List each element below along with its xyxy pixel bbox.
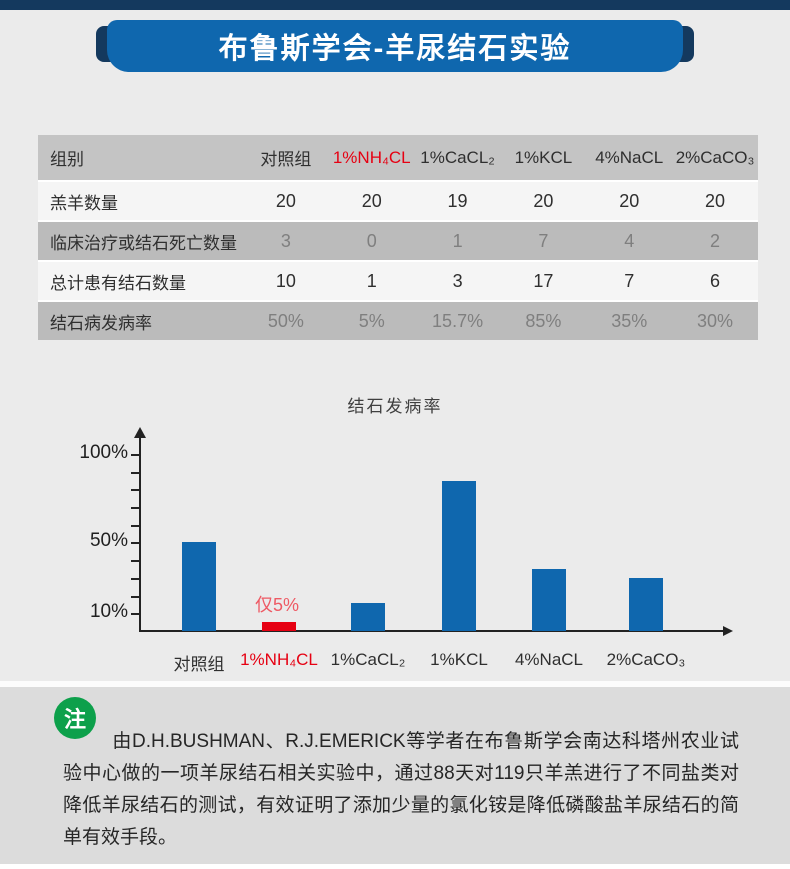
y-axis-tick xyxy=(131,489,140,491)
y-axis-tick xyxy=(131,542,140,544)
y-axis-tick xyxy=(131,472,140,474)
cell-value: 7 xyxy=(538,230,549,251)
bottom-strip xyxy=(0,864,790,869)
cell-value: 35% xyxy=(611,310,648,331)
cell-value: 7 xyxy=(624,270,635,291)
cell-value: 20 xyxy=(361,190,382,211)
cell-value: 6 xyxy=(710,270,721,291)
cell-value: 85% xyxy=(525,310,562,331)
cell-value: 20 xyxy=(275,190,296,211)
note-panel: 注 由D.H.BUSHMAN、R.J.EMERICK等学者在布鲁斯学会南达科塔州… xyxy=(0,687,790,864)
cell-value: 4 xyxy=(624,230,635,251)
column-header: 1%CaCL₂ xyxy=(420,147,495,167)
y-axis-tick xyxy=(131,613,140,615)
row-label: 临床治疗或结石死亡数量 xyxy=(50,233,237,253)
row-label: 结石病发病率 xyxy=(50,313,152,333)
y-axis-label: 50% xyxy=(89,530,128,551)
page-title: 布鲁斯学会-羊尿结石实验 xyxy=(218,33,572,65)
table-row: 临床治疗或结石死亡数量 3 0 1 7 4 2 xyxy=(38,220,758,260)
y-axis-tick xyxy=(131,507,140,509)
y-axis-label: 10% xyxy=(89,601,128,622)
cell-value: 50% xyxy=(267,310,304,331)
row-label: 总计患有结石数量 xyxy=(50,273,186,293)
cell-value: 10 xyxy=(275,270,296,291)
y-axis-tick xyxy=(131,525,140,527)
cell-value: 17 xyxy=(533,270,554,291)
cell-value: 30% xyxy=(697,310,734,331)
y-axis-label: 100% xyxy=(79,442,128,463)
x-axis-label: 4%NaCL xyxy=(514,650,584,669)
table-row: 羔羊数量 20 20 19 20 20 20 xyxy=(38,180,758,220)
cell-value: 19 xyxy=(447,190,468,211)
y-axis-tick xyxy=(131,560,140,562)
chart-bar xyxy=(629,578,663,631)
x-axis-label: 1%CaCL₂ xyxy=(330,650,406,669)
chart-bar xyxy=(351,603,385,631)
cell-value: 2 xyxy=(710,230,721,251)
column-header: 4%NaCL xyxy=(595,147,664,167)
column-header: 1%KCL xyxy=(514,147,573,167)
chart-title: 结石发病率 xyxy=(347,397,443,416)
chart-bar xyxy=(262,622,296,631)
x-axis-arrow-icon xyxy=(723,626,733,636)
cell-value: 5% xyxy=(358,310,385,331)
y-axis-tick xyxy=(131,596,140,598)
cell-value: 15.7% xyxy=(432,310,484,331)
x-axis-label: 1%NH₄CL xyxy=(240,650,318,669)
x-axis-label: 1%KCL xyxy=(430,650,488,669)
cell-value: 1 xyxy=(452,230,463,251)
cell-value: 20 xyxy=(533,190,554,211)
column-header: 对照组 xyxy=(260,150,312,169)
x-axis xyxy=(139,630,725,632)
x-axis-label: 对照组 xyxy=(173,655,225,674)
cell-value: 3 xyxy=(452,270,463,291)
cell-value: 0 xyxy=(366,230,377,251)
row-label: 羔羊数量 xyxy=(50,193,118,213)
column-header-groups: 组别 xyxy=(50,150,84,169)
note-text: 由D.H.BUSHMAN、R.J.EMERICK等学者在布鲁斯学会南达科塔州农业… xyxy=(63,731,739,848)
table-row: 总计患有结石数量 10 1 3 17 7 6 xyxy=(38,260,758,300)
y-axis xyxy=(139,437,141,632)
chart-bar xyxy=(442,481,476,631)
chart-bar xyxy=(182,542,216,631)
y-axis-arrow-icon xyxy=(134,427,146,438)
cell-value: 1 xyxy=(366,270,377,291)
top-accent-bar xyxy=(0,0,790,10)
cell-value: 20 xyxy=(619,190,640,211)
cell-value: 3 xyxy=(280,230,291,251)
results-table: 组别 对照组 1%NH₄CL 1%CaCL₂ 1%KCL 4%NaCL 2%CaCO₃ 羔羊数… xyxy=(38,135,758,340)
title-banner: 布鲁斯学会-羊尿结石实验 xyxy=(107,20,683,72)
bar-annotation: 仅5% xyxy=(255,595,300,615)
note-badge: 注 xyxy=(54,697,96,739)
x-axis-label: 2%CaCO₃ xyxy=(606,650,686,669)
note-divider xyxy=(0,681,790,687)
table-header-row: 组别 对照组 1%NH₄CL 1%CaCL₂ 1%KCL 4%NaCL 2%CaCO₃ xyxy=(38,135,758,180)
y-axis-tick xyxy=(131,454,140,456)
cell-value: 20 xyxy=(705,190,726,211)
y-axis-tick xyxy=(131,578,140,580)
chart-bar xyxy=(532,569,566,631)
table-row: 结石病发病率 50% 5% 15.7% 85% 35% 30% xyxy=(38,300,758,340)
column-header: 1%NH₄CL xyxy=(332,147,411,167)
column-header: 2%CaCO₃ xyxy=(675,147,755,167)
